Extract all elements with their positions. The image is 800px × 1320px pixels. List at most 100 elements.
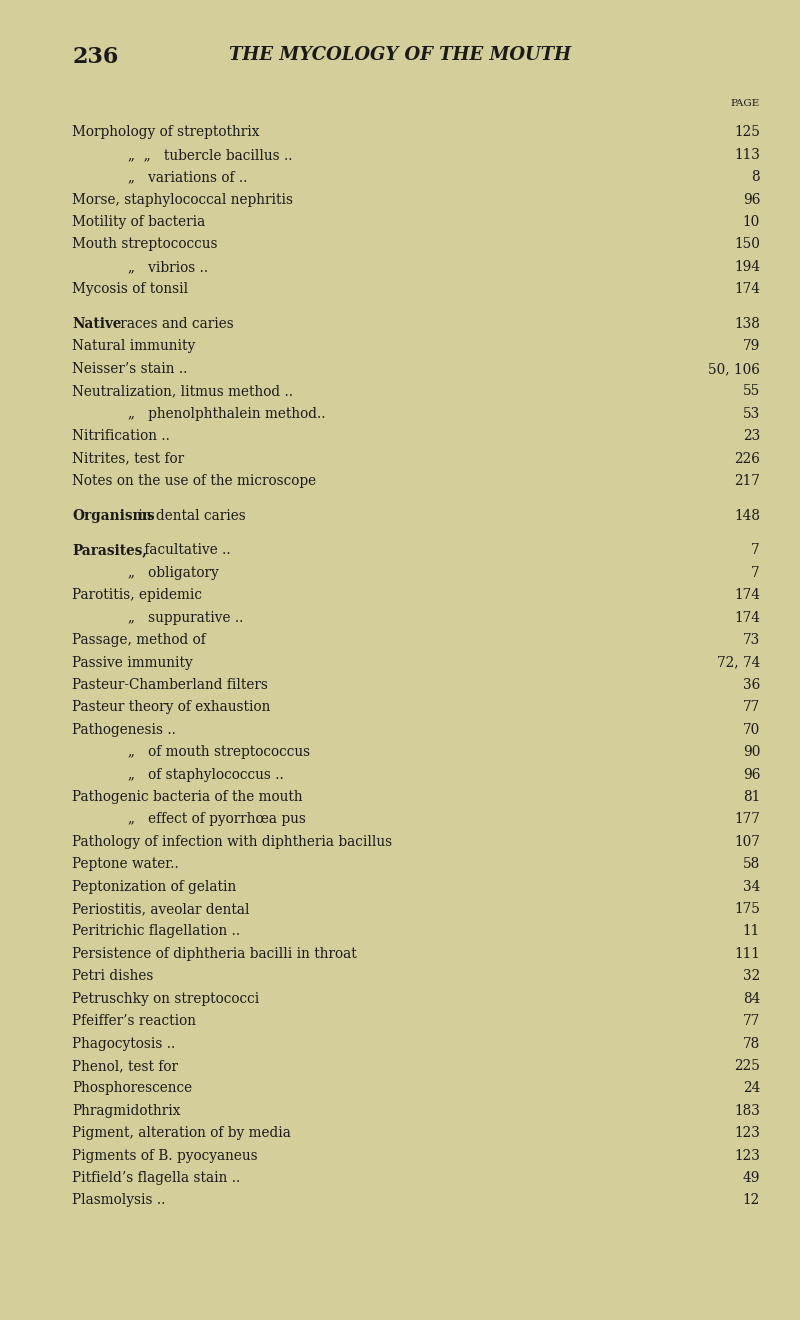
Text: 138: 138: [734, 317, 760, 331]
Text: Pigments of B. pyocyaneus: Pigments of B. pyocyaneus: [72, 1148, 258, 1163]
Text: Pathology of infection with diphtheria bacillus: Pathology of infection with diphtheria b…: [72, 834, 392, 849]
Text: 7: 7: [751, 566, 760, 579]
Text: „   of staphylococcus ..: „ of staphylococcus ..: [128, 767, 284, 781]
Text: Organisms: Organisms: [72, 508, 154, 523]
Text: 90: 90: [742, 746, 760, 759]
Text: 79: 79: [742, 339, 760, 354]
Text: 32: 32: [742, 969, 760, 983]
Text: 34: 34: [742, 879, 760, 894]
Text: 123: 123: [734, 1126, 760, 1140]
Text: Notes on the use of the microscope: Notes on the use of the microscope: [72, 474, 316, 488]
Text: 84: 84: [742, 991, 760, 1006]
Text: Mouth streptococcus: Mouth streptococcus: [72, 238, 218, 252]
Text: 72, 74: 72, 74: [717, 656, 760, 669]
Text: 12: 12: [742, 1193, 760, 1208]
Text: Phosphorescence: Phosphorescence: [72, 1081, 192, 1096]
Text: 107: 107: [734, 834, 760, 849]
Text: 174: 174: [734, 611, 760, 624]
Text: 150: 150: [734, 238, 760, 252]
Text: Passage, method of: Passage, method of: [72, 634, 206, 647]
Text: 73: 73: [742, 634, 760, 647]
Text: Persistence of diphtheria bacilli in throat: Persistence of diphtheria bacilli in thr…: [72, 946, 357, 961]
Text: Phagocytosis ..: Phagocytosis ..: [72, 1036, 175, 1051]
Text: 174: 174: [734, 589, 760, 602]
Text: THE MYCOLOGY OF THE MOUTH: THE MYCOLOGY OF THE MOUTH: [229, 46, 571, 65]
Text: 55: 55: [742, 384, 760, 399]
Text: 96: 96: [742, 767, 760, 781]
Text: Pigment, alteration of by media: Pigment, alteration of by media: [72, 1126, 291, 1140]
Text: 174: 174: [734, 282, 760, 296]
Text: Pitfield’s flagella stain ..: Pitfield’s flagella stain ..: [72, 1171, 240, 1185]
Text: 177: 177: [734, 812, 760, 826]
Text: Natural immunity: Natural immunity: [72, 339, 195, 354]
Text: „   effect of pyorrhœa pus: „ effect of pyorrhœa pus: [128, 812, 306, 826]
Text: 125: 125: [734, 125, 760, 140]
Text: in dental caries: in dental caries: [134, 508, 246, 523]
Text: Morphology of streptothrix: Morphology of streptothrix: [72, 125, 259, 140]
Text: Pfeiffer’s reaction: Pfeiffer’s reaction: [72, 1014, 196, 1028]
Text: 148: 148: [734, 508, 760, 523]
Text: Peptonization of gelatin: Peptonization of gelatin: [72, 879, 236, 894]
Text: 36: 36: [742, 678, 760, 692]
Text: Motility of bacteria: Motility of bacteria: [72, 215, 206, 230]
Text: Mycosis of tonsil: Mycosis of tonsil: [72, 282, 188, 296]
Text: 113: 113: [734, 148, 760, 162]
Text: Phenol, test for: Phenol, test for: [72, 1059, 178, 1073]
Text: 194: 194: [734, 260, 760, 273]
Text: Pathogenesis ..: Pathogenesis ..: [72, 723, 176, 737]
Text: races and caries: races and caries: [116, 317, 234, 331]
Text: Peritrichic flagellation ..: Peritrichic flagellation ..: [72, 924, 240, 939]
Text: 183: 183: [734, 1104, 760, 1118]
Text: 236: 236: [72, 46, 118, 69]
Text: Petruschky on streptococci: Petruschky on streptococci: [72, 991, 259, 1006]
Text: 81: 81: [742, 789, 760, 804]
Text: facultative ..: facultative ..: [140, 544, 230, 557]
Text: 11: 11: [742, 924, 760, 939]
Text: Passive immunity: Passive immunity: [72, 656, 193, 669]
Text: 49: 49: [742, 1171, 760, 1185]
Text: 10: 10: [742, 215, 760, 230]
Text: Pasteur theory of exhaustion: Pasteur theory of exhaustion: [72, 701, 270, 714]
Text: 70: 70: [742, 723, 760, 737]
Text: PAGE: PAGE: [730, 99, 760, 108]
Text: 23: 23: [742, 429, 760, 444]
Text: Neisser’s stain ..: Neisser’s stain ..: [72, 362, 187, 376]
Text: 7: 7: [751, 544, 760, 557]
Text: „   obligatory: „ obligatory: [128, 566, 218, 579]
Text: Neutralization, litmus method ..: Neutralization, litmus method ..: [72, 384, 293, 399]
Text: Parasites,: Parasites,: [72, 544, 147, 557]
Text: „   of mouth streptococcus: „ of mouth streptococcus: [128, 746, 310, 759]
Text: 8: 8: [751, 170, 760, 185]
Text: Pasteur-Chamberland filters: Pasteur-Chamberland filters: [72, 678, 268, 692]
Text: „   vibrios ..: „ vibrios ..: [128, 260, 208, 273]
Text: Petri dishes: Petri dishes: [72, 969, 154, 983]
Text: Pathogenic bacteria of the mouth: Pathogenic bacteria of the mouth: [72, 789, 302, 804]
Text: 225: 225: [734, 1059, 760, 1073]
Text: Peptone water..: Peptone water..: [72, 857, 178, 871]
Text: 77: 77: [742, 701, 760, 714]
Text: 217: 217: [734, 474, 760, 488]
Text: Phragmidothrix: Phragmidothrix: [72, 1104, 180, 1118]
Text: „   suppurative ..: „ suppurative ..: [128, 611, 243, 624]
Text: „  „   tubercle bacillus ..: „ „ tubercle bacillus ..: [128, 148, 293, 162]
Text: 175: 175: [734, 902, 760, 916]
Text: Native: Native: [72, 317, 122, 331]
Text: 58: 58: [742, 857, 760, 871]
Text: 77: 77: [742, 1014, 760, 1028]
Text: Periostitis, aveolar dental: Periostitis, aveolar dental: [72, 902, 250, 916]
Text: 53: 53: [742, 407, 760, 421]
Text: Nitrites, test for: Nitrites, test for: [72, 451, 184, 466]
Text: 123: 123: [734, 1148, 760, 1163]
Text: 96: 96: [742, 193, 760, 207]
Text: Nitrification ..: Nitrification ..: [72, 429, 170, 444]
Text: 78: 78: [742, 1036, 760, 1051]
Text: „   variations of ..: „ variations of ..: [128, 170, 247, 185]
Text: 111: 111: [734, 946, 760, 961]
Text: 24: 24: [742, 1081, 760, 1096]
Text: Plasmolysis ..: Plasmolysis ..: [72, 1193, 166, 1208]
Text: Morse, staphylococcal nephritis: Morse, staphylococcal nephritis: [72, 193, 293, 207]
Text: „   phenolphthalein method..: „ phenolphthalein method..: [128, 407, 326, 421]
Text: 226: 226: [734, 451, 760, 466]
Text: 50, 106: 50, 106: [708, 362, 760, 376]
Text: Parotitis, epidemic: Parotitis, epidemic: [72, 589, 202, 602]
